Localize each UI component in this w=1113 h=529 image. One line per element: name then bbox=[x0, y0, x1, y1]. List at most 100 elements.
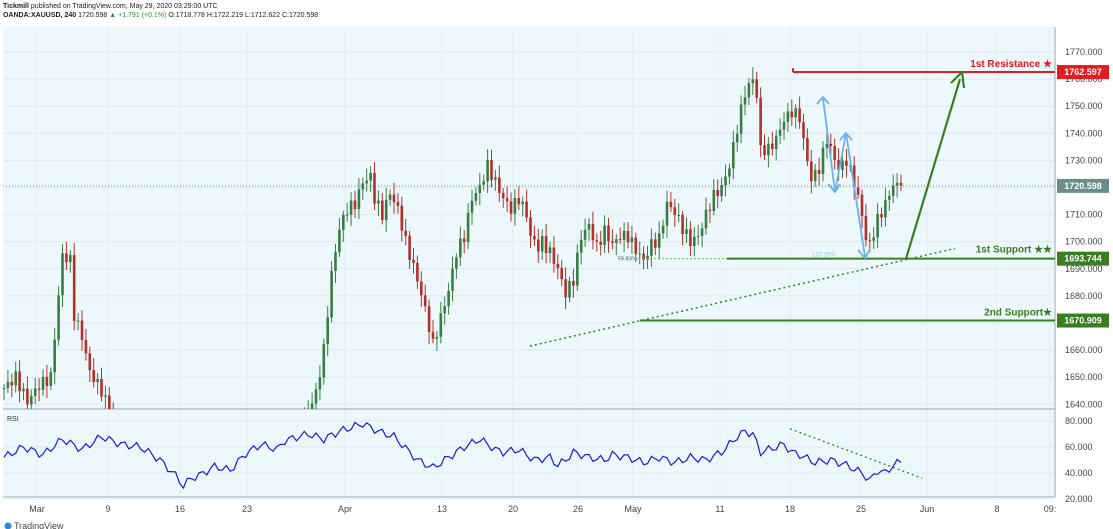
candle-body bbox=[735, 133, 739, 143]
candle-body bbox=[100, 378, 103, 397]
candle-body bbox=[732, 142, 735, 169]
candle-body bbox=[786, 111, 790, 122]
candle-body bbox=[408, 235, 411, 260]
candle-body bbox=[388, 194, 392, 200]
candle-body bbox=[447, 290, 450, 307]
candle-body bbox=[615, 239, 618, 244]
candle-body bbox=[322, 344, 326, 378]
candle-body bbox=[357, 189, 361, 210]
resistance-price-tag-bg bbox=[1057, 65, 1109, 80]
candle-body bbox=[338, 229, 341, 253]
candle-body bbox=[759, 97, 762, 146]
projection-arrow-head bbox=[950, 71, 966, 89]
candle-body bbox=[626, 230, 630, 243]
candle-body bbox=[712, 189, 716, 211]
candle-body bbox=[607, 225, 610, 242]
support-2-price-tag-bg bbox=[1057, 313, 1109, 328]
candle-body bbox=[704, 209, 708, 229]
fib-label: 78.60% bbox=[617, 257, 638, 263]
support-1-price-tag-bg bbox=[1057, 251, 1109, 266]
candle-body bbox=[30, 395, 33, 405]
candle-body bbox=[872, 237, 875, 241]
candle-body bbox=[396, 202, 400, 206]
price-tick-label: 1710.000 bbox=[1065, 210, 1103, 220]
time-tick-label: Mar bbox=[29, 504, 45, 514]
rsi-trendline bbox=[789, 428, 923, 479]
candle-body bbox=[595, 240, 599, 242]
candle-body bbox=[486, 160, 489, 182]
candle-body bbox=[61, 253, 64, 296]
price-tick-label: 1750.000 bbox=[1065, 101, 1103, 111]
candle-body bbox=[689, 229, 692, 247]
candle-body bbox=[782, 121, 786, 130]
chart-header: Tickmill published on TradingView.com, M… bbox=[3, 2, 318, 20]
candle-body bbox=[517, 198, 521, 205]
price-tick-label: 1760.000 bbox=[1065, 74, 1103, 84]
ohlc-values: O:1718.778 H:1722.219 L:1712.622 C:1720.… bbox=[168, 12, 319, 19]
candle-body bbox=[104, 395, 107, 397]
time-tick-label: 13 bbox=[437, 504, 447, 514]
candle-body bbox=[369, 172, 372, 181]
candle-body bbox=[377, 200, 380, 204]
candle-body bbox=[96, 378, 99, 383]
candle-body bbox=[318, 377, 322, 390]
candle-body bbox=[810, 161, 813, 182]
candle-body bbox=[650, 239, 653, 256]
candle-body bbox=[330, 270, 333, 318]
candle-body bbox=[392, 194, 396, 203]
candle-body bbox=[739, 104, 743, 134]
price-change: ▲ +1.791 (+0.1%) bbox=[109, 12, 167, 19]
price-tick-label: 1690.000 bbox=[1065, 264, 1103, 274]
candle-body bbox=[373, 172, 376, 204]
candle-body bbox=[310, 403, 314, 409]
current-price-tag: 1720.598 bbox=[1064, 181, 1102, 191]
candle-body bbox=[423, 295, 427, 307]
candle-body bbox=[349, 200, 353, 215]
candle-body bbox=[860, 194, 864, 217]
candle-body bbox=[494, 177, 497, 180]
candle-body bbox=[700, 228, 704, 236]
candle-series bbox=[2, 67, 903, 409]
harmonic-arrow-head-b bbox=[827, 183, 841, 194]
candle-body bbox=[76, 320, 80, 322]
candle-body bbox=[6, 381, 10, 389]
candle-body bbox=[841, 160, 844, 171]
candle-body bbox=[384, 199, 388, 221]
candle-body bbox=[634, 237, 638, 254]
fib-label-2: 127.20% bbox=[812, 253, 836, 259]
candle-body bbox=[470, 200, 474, 213]
candle-body bbox=[466, 212, 470, 243]
candle-body bbox=[455, 257, 458, 269]
candle-body bbox=[837, 160, 840, 171]
candle-body bbox=[661, 225, 665, 234]
candle-body bbox=[435, 336, 439, 339]
candle-body bbox=[556, 263, 560, 269]
candle-body bbox=[813, 169, 817, 182]
current-price-tag-bg bbox=[1057, 178, 1109, 193]
candle-body bbox=[92, 370, 95, 383]
candle-body bbox=[763, 145, 766, 156]
candle-body bbox=[747, 83, 751, 98]
candle-body bbox=[568, 280, 571, 298]
candle-body bbox=[798, 108, 801, 123]
candle-body bbox=[533, 235, 536, 240]
rsi-line bbox=[3, 421, 902, 490]
candle-body bbox=[622, 230, 626, 240]
candle-body bbox=[552, 247, 556, 264]
candle-body bbox=[345, 214, 349, 216]
candle-body bbox=[685, 229, 688, 235]
time-tick-label: 18 bbox=[785, 504, 795, 514]
time-tick-label: Jun bbox=[920, 504, 935, 514]
candle-body bbox=[856, 187, 860, 195]
candle-body bbox=[868, 240, 872, 242]
candle-body bbox=[537, 239, 540, 252]
candle-body bbox=[891, 185, 895, 196]
candle-body bbox=[400, 205, 404, 231]
candle-body bbox=[84, 339, 88, 354]
candle-body bbox=[587, 223, 591, 230]
candle-body bbox=[618, 239, 622, 241]
candle-body bbox=[72, 255, 76, 321]
candle-body bbox=[33, 388, 37, 396]
candle-body bbox=[895, 182, 899, 186]
